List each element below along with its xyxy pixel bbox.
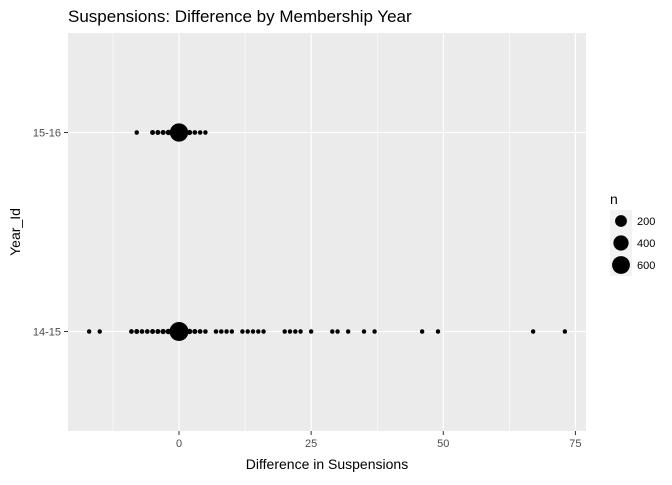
legend-label: 200 [637,216,655,228]
data-point [213,329,219,334]
data-point [134,130,139,135]
y-tick-label: 14-15 [33,327,61,339]
data-point [197,329,203,334]
data-point [169,322,189,341]
data-point [203,329,208,334]
data-point [250,329,256,334]
data-point [330,329,335,334]
data-point [150,130,156,135]
data-point [229,329,235,334]
legend-key-point [612,256,630,274]
plot-panel [68,33,586,431]
data-point [97,329,102,334]
x-tick-label: 0 [176,438,182,450]
data-points [86,123,568,341]
grid-lines [68,33,586,431]
legend-title: n [610,191,618,207]
data-point [345,329,351,334]
y-axis-title: Year_Id [7,208,23,256]
data-point [435,329,441,334]
data-point [372,329,377,334]
y-axis: 14-15 15-16 [33,128,68,339]
legend-label: 400 [637,238,655,250]
data-point [155,130,161,135]
data-point [530,329,536,334]
data-point [169,123,189,142]
data-point [139,329,145,334]
data-point [150,329,156,334]
x-tick-label: 25 [305,438,317,450]
data-point [160,328,166,335]
data-point [192,328,198,335]
x-axis-title: Difference in Suspensions [246,456,408,472]
data-point [298,329,303,334]
data-point [197,130,203,135]
chart-title: Suspensions: Difference by Membership Ye… [68,7,412,26]
data-point [256,329,261,334]
data-point [419,329,425,334]
data-point [186,328,193,335]
data-point [155,328,161,335]
data-point [245,329,250,334]
legend-label: 600 [637,260,655,272]
data-point [287,329,293,334]
data-point [160,129,166,136]
data-point [224,329,229,334]
data-point [282,329,287,334]
data-point [308,329,314,334]
data-point [165,129,172,136]
data-point [192,130,198,135]
data-point [361,329,367,334]
data-point [186,129,193,136]
data-point [203,130,208,135]
data-point [562,329,568,334]
x-axis: 0 25 50 75 [176,431,582,450]
data-point [240,329,245,334]
x-tick-label: 75 [569,438,581,450]
size-legend: n 200 400 600 [610,191,655,276]
data-point [86,329,92,334]
legend-key-point [615,215,627,227]
legend-key-point [613,235,629,251]
data-point [134,329,140,334]
data-point [218,329,224,334]
data-point [335,329,340,334]
data-point [181,328,188,335]
y-tick-label: 15-16 [33,128,61,140]
x-tick-label: 50 [437,438,449,450]
data-point [129,329,134,334]
data-point [261,329,266,334]
data-point [293,329,298,334]
data-point [144,329,150,334]
data-point [181,129,188,136]
